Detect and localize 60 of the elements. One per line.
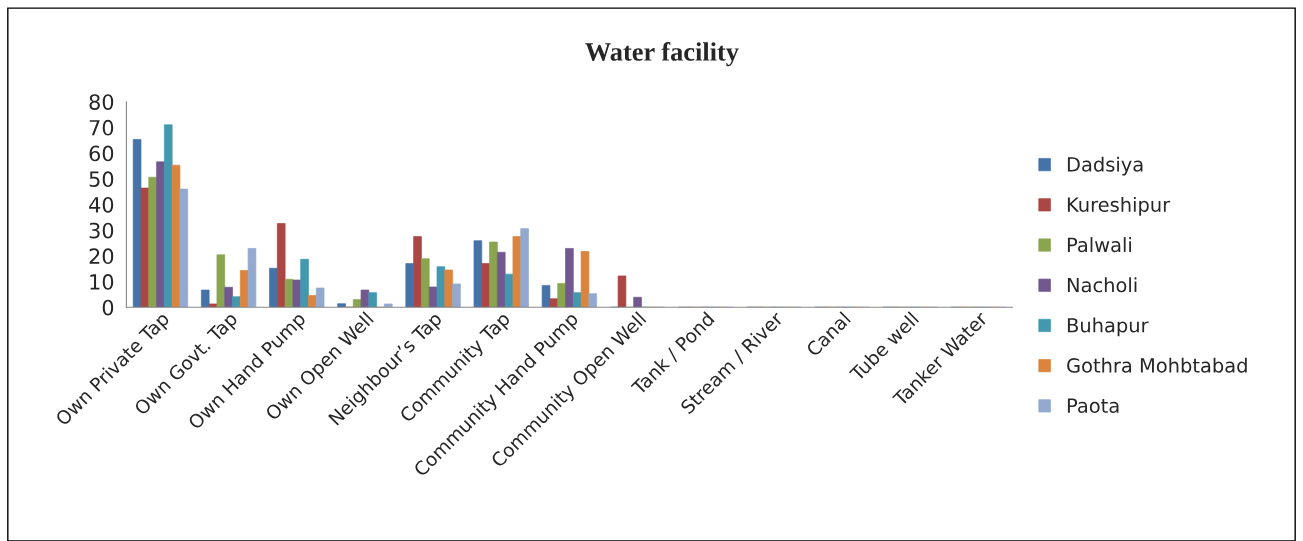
bar [216,254,226,308]
bar [549,298,559,308]
bar [284,278,294,308]
bar [156,161,165,308]
y-tick-label: 30 [89,222,114,239]
bar [179,188,189,308]
bar [308,295,317,308]
bar [541,285,551,308]
bar [276,223,286,308]
bar [247,248,257,308]
bar [452,283,461,308]
y-tick-label: 80 [89,94,114,110]
bar [269,267,278,308]
bar [444,269,453,308]
bar [617,275,627,308]
bar [473,240,483,308]
bar [633,296,642,308]
chart-title: Water facility [585,41,739,67]
y-tick-label: 70 [89,119,114,136]
bar [384,303,393,308]
bar [413,236,422,308]
legend-label: Buhapur [1067,317,1149,337]
bar [292,279,302,308]
bar [368,292,377,308]
bar [512,236,522,308]
bar [337,303,346,308]
bar [557,283,566,308]
legend-label: Gothra Mohbtabad [1067,357,1247,373]
legend-label: Dadsiya [1067,156,1143,176]
bar [588,293,598,308]
bar [504,273,514,308]
y-tick-label: 20 [89,248,114,265]
bar [489,241,498,308]
bar [164,124,173,308]
bar [315,287,325,308]
bar [405,263,414,308]
bar [201,289,210,308]
y-tick-label: 0 [102,299,114,316]
y-tick-label: 40 [89,196,114,213]
bar [481,263,490,308]
bar [520,228,529,308]
y-tick-label: 10 [90,274,114,290]
bar [580,251,590,308]
bar [565,248,574,308]
y-tick-label: 50 [89,171,114,188]
legend-label: Palwali [1067,237,1131,253]
y-tick-label: 60 [89,145,114,162]
bar [224,286,233,308]
bar [208,303,218,308]
bar [148,176,157,308]
bar [436,266,446,308]
legend-label: Nacholi [1067,277,1137,293]
bar [232,296,241,308]
legend-label: Paota [1067,398,1119,413]
bar [497,251,506,308]
bar [360,289,370,308]
legend-label: Kureshipur [1067,196,1171,216]
bar [300,258,309,308]
bar [421,258,430,308]
bar [140,187,150,308]
